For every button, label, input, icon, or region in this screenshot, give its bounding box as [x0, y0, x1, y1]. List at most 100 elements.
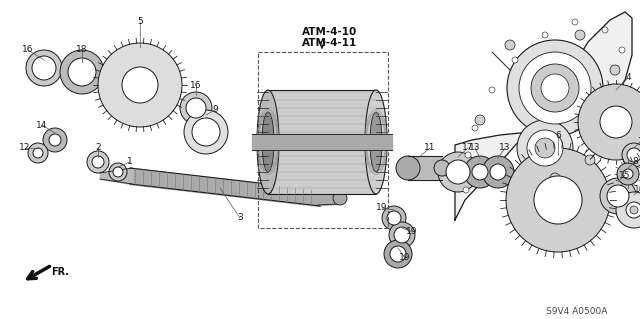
- Circle shape: [505, 40, 515, 50]
- Circle shape: [180, 92, 212, 124]
- Circle shape: [87, 151, 109, 173]
- Ellipse shape: [262, 112, 274, 172]
- Circle shape: [382, 206, 406, 230]
- Circle shape: [541, 74, 569, 102]
- Text: 5: 5: [137, 18, 143, 26]
- Circle shape: [489, 87, 495, 93]
- Text: 16: 16: [22, 46, 34, 55]
- Text: 19: 19: [376, 204, 388, 212]
- Circle shape: [464, 156, 496, 188]
- Circle shape: [626, 202, 640, 218]
- Ellipse shape: [257, 90, 279, 194]
- Circle shape: [535, 138, 555, 158]
- Circle shape: [192, 118, 220, 146]
- Text: 16: 16: [190, 80, 202, 90]
- Circle shape: [542, 184, 574, 216]
- Text: 18: 18: [76, 46, 88, 55]
- Circle shape: [610, 65, 620, 75]
- Circle shape: [333, 191, 347, 205]
- Circle shape: [446, 160, 470, 184]
- Circle shape: [98, 43, 182, 127]
- Circle shape: [623, 169, 633, 179]
- Circle shape: [33, 148, 43, 158]
- Circle shape: [389, 222, 415, 248]
- Circle shape: [627, 148, 640, 162]
- Text: 8: 8: [632, 158, 638, 167]
- Circle shape: [463, 187, 469, 193]
- Circle shape: [602, 27, 608, 33]
- Circle shape: [465, 152, 471, 158]
- Circle shape: [438, 152, 478, 192]
- Circle shape: [630, 206, 638, 214]
- Circle shape: [26, 50, 62, 86]
- Text: 13: 13: [499, 144, 511, 152]
- Circle shape: [527, 130, 563, 166]
- Text: 9: 9: [212, 106, 218, 115]
- Circle shape: [434, 160, 450, 176]
- Circle shape: [542, 32, 548, 38]
- Text: 4: 4: [625, 73, 631, 83]
- Circle shape: [585, 155, 595, 165]
- Text: 1: 1: [127, 158, 133, 167]
- Circle shape: [122, 67, 158, 103]
- Text: 17: 17: [462, 144, 474, 152]
- Circle shape: [396, 156, 420, 180]
- Circle shape: [384, 240, 412, 268]
- Circle shape: [600, 178, 636, 214]
- Text: 13: 13: [469, 144, 481, 152]
- Circle shape: [550, 173, 560, 183]
- Text: 6: 6: [555, 130, 561, 139]
- Circle shape: [607, 185, 629, 207]
- Circle shape: [390, 246, 406, 262]
- Circle shape: [617, 163, 639, 185]
- Circle shape: [619, 47, 625, 53]
- Text: 10: 10: [634, 186, 640, 195]
- Circle shape: [506, 148, 610, 252]
- Polygon shape: [455, 12, 632, 220]
- Circle shape: [531, 64, 579, 112]
- Circle shape: [43, 128, 67, 152]
- Circle shape: [490, 164, 506, 180]
- Circle shape: [507, 40, 603, 136]
- Ellipse shape: [365, 90, 387, 194]
- Circle shape: [186, 98, 206, 118]
- Text: 12: 12: [19, 144, 31, 152]
- Text: 7: 7: [637, 137, 640, 146]
- Circle shape: [472, 125, 478, 131]
- Circle shape: [578, 84, 640, 160]
- Circle shape: [615, 115, 625, 125]
- Circle shape: [622, 143, 640, 167]
- Circle shape: [32, 56, 56, 80]
- Circle shape: [472, 164, 488, 180]
- Circle shape: [92, 156, 104, 168]
- Text: S9V4 A0500A: S9V4 A0500A: [547, 308, 608, 316]
- Text: ATM-4-11: ATM-4-11: [302, 38, 358, 48]
- Circle shape: [68, 58, 96, 86]
- Text: 11: 11: [424, 144, 436, 152]
- Circle shape: [575, 30, 585, 40]
- Circle shape: [394, 227, 410, 243]
- Circle shape: [616, 192, 640, 228]
- Circle shape: [109, 163, 127, 181]
- Circle shape: [512, 57, 518, 63]
- Circle shape: [517, 120, 573, 176]
- Circle shape: [534, 176, 582, 224]
- Bar: [258, 52, 388, 228]
- Circle shape: [387, 211, 401, 225]
- Text: 19: 19: [406, 227, 418, 236]
- Circle shape: [28, 143, 48, 163]
- Bar: [268, 90, 376, 194]
- Circle shape: [60, 50, 104, 94]
- Text: 3: 3: [237, 213, 243, 222]
- Circle shape: [482, 156, 514, 188]
- Circle shape: [572, 19, 578, 25]
- Text: 14: 14: [36, 121, 48, 130]
- Circle shape: [113, 167, 123, 177]
- Text: 19: 19: [399, 254, 411, 263]
- Ellipse shape: [370, 112, 382, 172]
- Text: ATM-4-10: ATM-4-10: [302, 27, 358, 37]
- Circle shape: [519, 52, 591, 124]
- Circle shape: [600, 106, 632, 138]
- Text: FR.: FR.: [51, 267, 69, 277]
- Circle shape: [49, 134, 61, 146]
